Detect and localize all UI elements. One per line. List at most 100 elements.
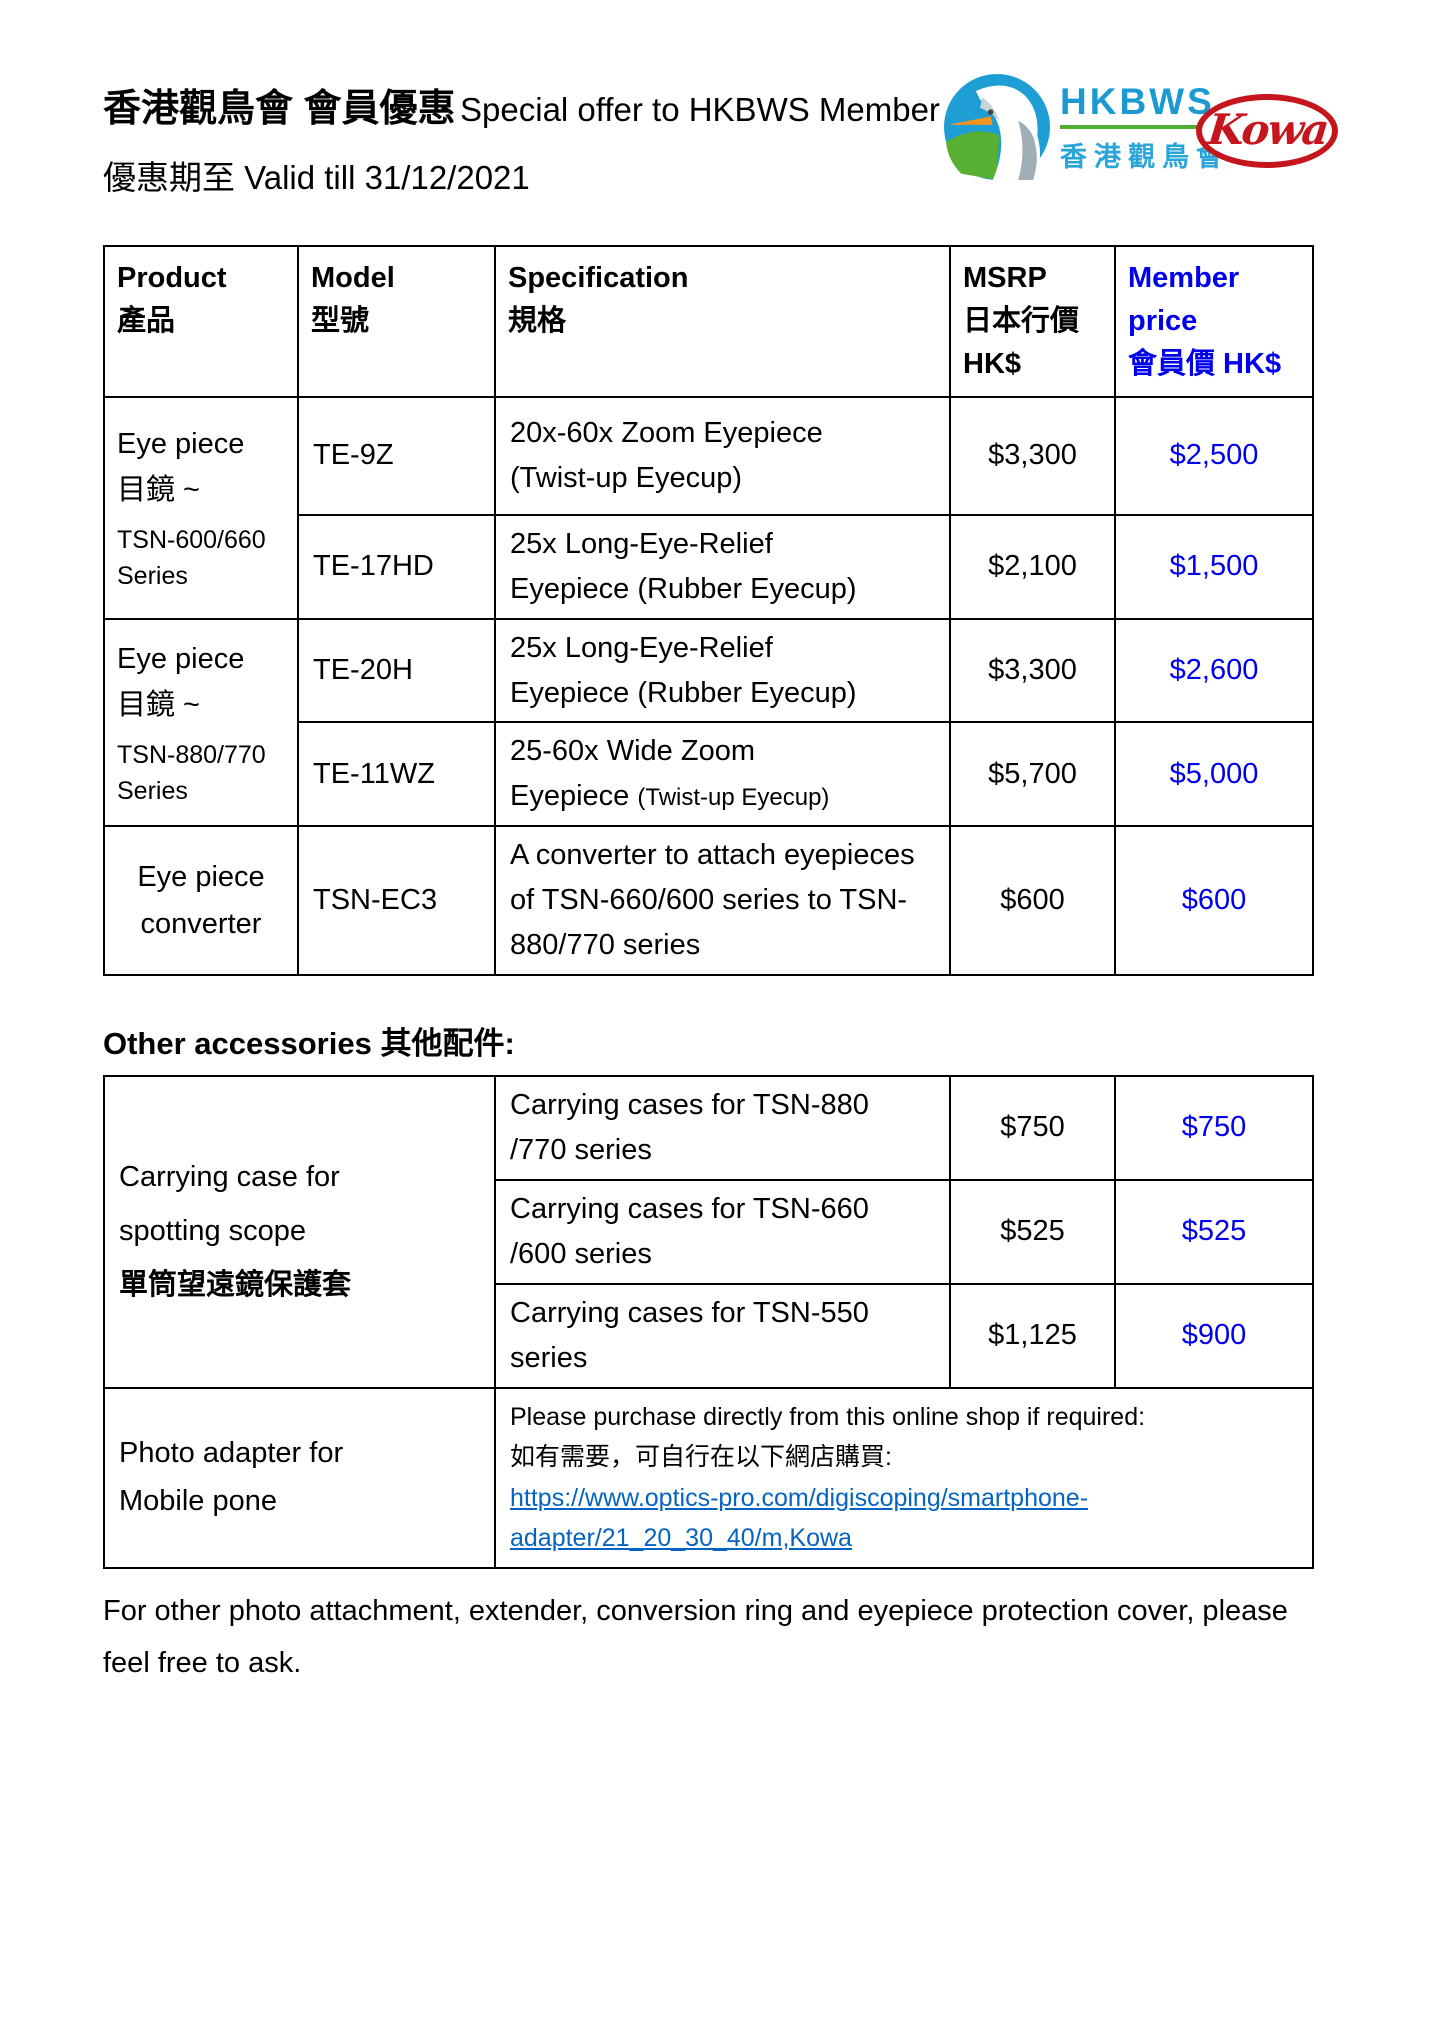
header-model-zh: 型號 <box>311 304 370 337</box>
spec-line1: 25x Long-Eye-Relief <box>510 631 773 664</box>
header-spec-zh: 規格 <box>508 304 567 337</box>
product-group-cell-600-660: Eye piece 目鏡 ~ TSN-600/660 Series <box>103 395 299 620</box>
header-member-zh: 會員價 HK$ <box>1128 347 1282 380</box>
model-cell: TE-9Z <box>297 395 496 516</box>
model-cell: TE-20H <box>297 617 496 724</box>
spec-line1: Carrying cases for TSN-550 <box>510 1296 869 1329</box>
spec-cell: 25x Long-Eye-Relief Eyepiece (Rubber Eye… <box>494 617 951 724</box>
spec-line1: 25x Long-Eye-Relief <box>510 527 773 560</box>
header-msrp-en: MSRP <box>963 262 1047 294</box>
doc-header: 香港觀鳥會 會員優惠 Special offer to HKBWS Member… <box>103 82 943 199</box>
purchase-link-line1[interactable]: https://www.optics-pro.com/digiscoping/s… <box>510 1483 1089 1512</box>
header-msrp-zh: 日本行價 <box>963 304 1080 337</box>
spec-line1: Carrying cases for TSN-660 <box>510 1192 869 1225</box>
carrying-case-line2: spotting scope <box>119 1214 307 1247</box>
adapter-note-zh: 如有需要，可自行在以下網店購買: <box>510 1443 892 1472</box>
price-table: Product 產品 Model 型號 Specification 規格 MSR… <box>103 245 1314 977</box>
title-english: Special offer to HKBWS Member <box>460 91 940 128</box>
hkbws-wordmark: HKBWS 香港觀鳥會 <box>1060 81 1230 174</box>
member-price-cell: $525 <box>1114 1178 1314 1285</box>
product-cell-converter: Eye piece converter <box>103 825 299 977</box>
spec-line1: Carrying cases for TSN-880 <box>510 1089 869 1121</box>
purchase-link-line2[interactable]: adapter/21_20_30_40/m,Kowa <box>510 1524 852 1553</box>
msrp-cell: $1,125 <box>949 1282 1116 1389</box>
col-header-msrp: MSRP 日本行價 HK$ <box>949 245 1116 398</box>
table-row: TE-11WZ 25-60x Wide Zoom Eyepiece (Twist… <box>104 721 1314 828</box>
member-price-cell: $900 <box>1114 1282 1314 1389</box>
member-price-cell: $600 <box>1114 825 1314 977</box>
header-product-en: Product <box>117 262 227 294</box>
member-price-cell: $1,500 <box>1114 513 1314 620</box>
msrp-cell: $5,700 <box>949 721 1116 828</box>
msrp-cell: $525 <box>949 1178 1116 1285</box>
member-price-cell: $2,500 <box>1114 395 1314 516</box>
header-msrp-unit: HK$ <box>963 347 1022 380</box>
carrying-case-zh: 單筒望遠鏡保護套 <box>119 1268 352 1301</box>
table-row: Carrying cases for TSN-550 series $1,125… <box>104 1282 1314 1389</box>
header-member-line2: price <box>1128 304 1198 337</box>
spec-line1: 20x-60x Zoom Eyepiece <box>510 416 823 449</box>
table-row: Eye piece converter TSN-EC3 A converter … <box>103 825 1314 977</box>
table-row: TE-17HD 25x Long-Eye-Relief Eyepiece (Ru… <box>104 513 1314 620</box>
photo-adapter-name-cell: Photo adapter for Mobile pone <box>103 1386 496 1569</box>
validity-text: 優惠期至 Valid till 31/12/2021 <box>103 159 530 197</box>
spec-line2-small: (Twist-up Eyecup) <box>637 784 830 812</box>
msrp-cell: $3,300 <box>949 617 1116 724</box>
model-cell: TE-11WZ <box>297 721 496 828</box>
title-chinese: 香港觀鳥會 會員優惠 <box>103 88 456 130</box>
product-name: Eye piece <box>117 428 245 461</box>
footer-note: For other photo attachment, extender, co… <box>103 1595 1288 1680</box>
header-model-en: Model <box>311 262 395 294</box>
header-product-zh: 產品 <box>117 304 176 337</box>
member-price-cell: $750 <box>1114 1075 1314 1181</box>
table-row: Carrying case for spotting scope 單筒望遠鏡保護… <box>103 1075 1314 1389</box>
hkbws-name-chinese: 香港觀鳥會 <box>1060 141 1230 172</box>
msrp-cell: $750 <box>949 1075 1116 1181</box>
header-member-line1: Member <box>1128 262 1240 294</box>
col-header-spec: Specification 規格 <box>494 245 951 398</box>
spec-cell: Carrying cases for TSN-550 series <box>494 1282 951 1389</box>
spec-line2: (Twist-up Eyecup) <box>510 461 743 494</box>
table-header-row: Product 產品 Model 型號 Specification 規格 MSR… <box>103 245 1314 398</box>
col-header-member-price: Member price 會員價 HK$ <box>1114 245 1314 398</box>
kowa-wordmark: Kowa <box>1205 104 1330 154</box>
product-group-cell-880-770: Eye piece 目鏡 ~ TSN-880/770 Series <box>103 617 299 828</box>
accessories-heading: Other accessories 其他配件: <box>103 1018 515 1063</box>
carrying-case-cell: Carrying case for spotting scope 單筒望遠鏡保護… <box>103 1075 496 1389</box>
spec-cell: 25-60x Wide Zoom Eyepiece (Twist-up Eyec… <box>494 721 951 828</box>
carrying-case-line1: Carrying case for <box>119 1161 340 1194</box>
spec-cell: Carrying cases for TSN-660 /600 series <box>494 1178 951 1285</box>
adapter-note-en: Please purchase directly from this onlin… <box>510 1402 1146 1431</box>
accessories-table: Carrying case for spotting scope 單筒望遠鏡保護… <box>103 1075 1314 1569</box>
spec-line2: Eyepiece (Rubber Eyecup) <box>510 572 857 605</box>
table-row: Eye piece 目鏡 ~ TSN-600/660 Series TE-9Z … <box>103 395 1314 620</box>
accessories-heading-en: Other accessories <box>103 1026 381 1061</box>
product-name: Eye piece <box>137 861 265 894</box>
hkbws-logo: HKBWS 香港觀鳥會 <box>944 74 1230 180</box>
table-row: Carrying cases for TSN-660 /600 series $… <box>104 1178 1314 1285</box>
table-row: Photo adapter for Mobile pone Please pur… <box>103 1386 1314 1569</box>
product-name-line2: converter <box>140 907 262 940</box>
table-row: Eye piece 目鏡 ~ TSN-880/770 Series TE-20H… <box>103 617 1314 828</box>
spec-line2: /770 series <box>510 1133 652 1166</box>
spec-line2: series <box>510 1341 588 1374</box>
col-header-product: Product 產品 <box>103 245 299 398</box>
spec-line2: Eyepiece (Rubber Eyecup) <box>510 676 857 709</box>
msrp-cell: $600 <box>949 825 1116 977</box>
product-series: TSN-600/660 Series <box>117 525 266 591</box>
adapter-name-line2: Mobile pone <box>119 1484 277 1517</box>
spec-cell: 20x-60x Zoom Eyepiece (Twist-up Eyecup) <box>494 395 951 516</box>
hkbws-acronym: HKBWS <box>1060 81 1215 129</box>
product-name-zh: 目鏡 ~ <box>117 474 200 507</box>
msrp-cell: $2,100 <box>949 513 1116 620</box>
model-cell: TSN-EC3 <box>297 825 496 977</box>
spec-line1: 25-60x Wide Zoom <box>510 735 755 768</box>
spec-line2: Eyepiece <box>510 780 638 813</box>
adapter-name-line1: Photo adapter for <box>119 1436 344 1469</box>
spec-cell: Carrying cases for TSN-880 /770 series <box>494 1075 951 1181</box>
purchase-link[interactable]: https://www.optics-pro.com/digiscoping/s… <box>510 1484 1088 1553</box>
spec-cell: 25x Long-Eye-Relief Eyepiece (Rubber Eye… <box>494 513 951 620</box>
col-header-model: Model 型號 <box>297 245 496 398</box>
product-name: Eye piece <box>117 642 245 675</box>
